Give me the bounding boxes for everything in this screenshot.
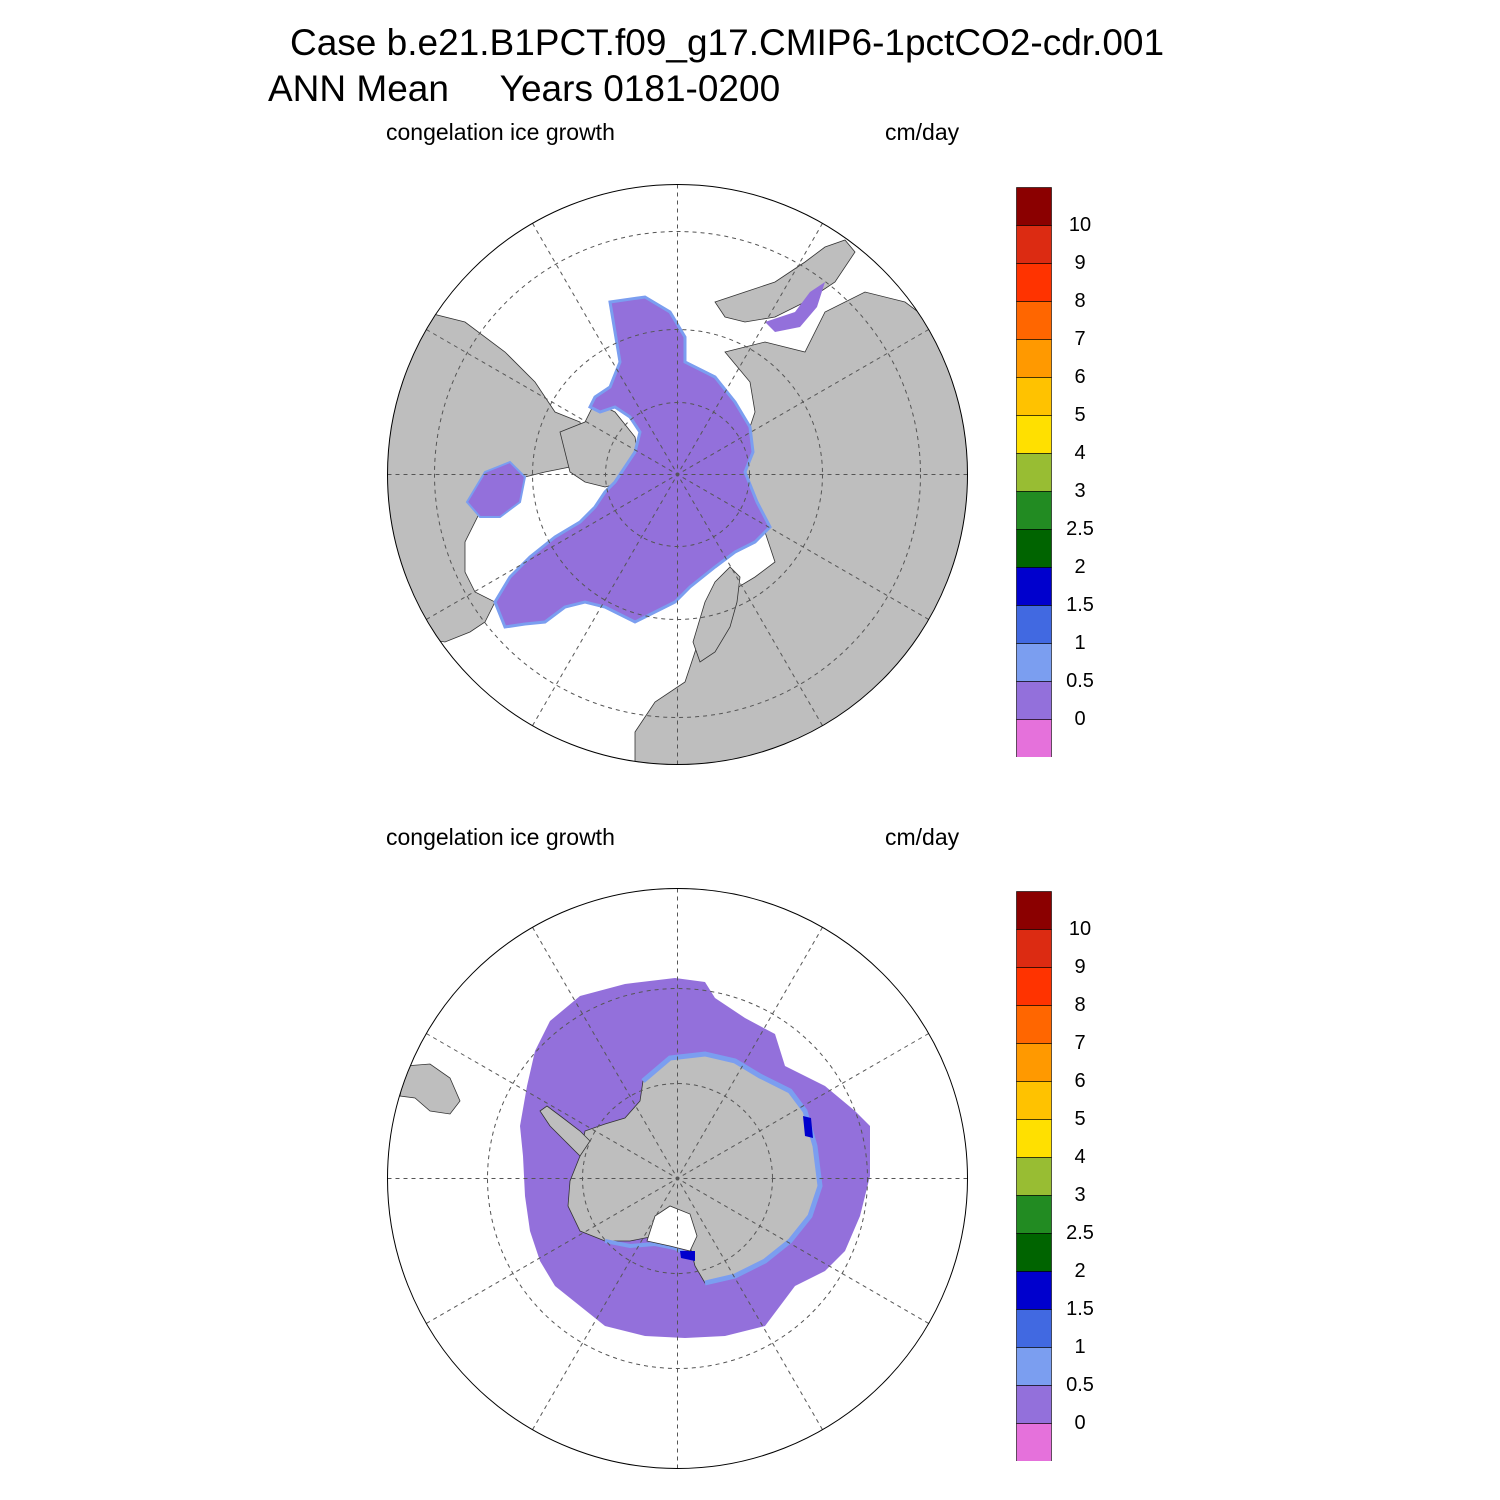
south-colorbar-box bbox=[1016, 929, 1052, 968]
north-colorbar-box bbox=[1016, 491, 1052, 530]
north-colorbar bbox=[1016, 187, 1052, 757]
north-colorbar-box bbox=[1016, 643, 1052, 682]
north-colorbar-box bbox=[1016, 681, 1052, 720]
north-map-border bbox=[387, 184, 968, 765]
north-colorbar-box bbox=[1016, 415, 1052, 454]
south-colorbar-box bbox=[1016, 1385, 1052, 1424]
scandinavia-land bbox=[692, 566, 741, 663]
north-colorbar-label: 1.5 bbox=[1066, 594, 1094, 616]
panel-north-units-label: cm/day bbox=[885, 119, 960, 145]
north-colorbar-box bbox=[1016, 263, 1052, 302]
north-colorbar-label: 4 bbox=[1074, 442, 1086, 464]
plot-title-line2: ANN Mean Years 0181-0200 bbox=[268, 68, 781, 109]
north-colorbar-label: 2.5 bbox=[1066, 518, 1094, 540]
alaska-siberia-land bbox=[714, 239, 856, 323]
north-colorbar-label: 1 bbox=[1074, 632, 1086, 654]
south-colorbar-box bbox=[1016, 1043, 1052, 1082]
south-colorbar-label: 6 bbox=[1074, 1070, 1086, 1092]
south-colorbar-box bbox=[1016, 891, 1052, 930]
south-colorbar bbox=[1016, 891, 1052, 1461]
south-colorbar-label: 2 bbox=[1074, 1260, 1086, 1282]
north-colorbar-box bbox=[1016, 339, 1052, 378]
north-colorbar-box bbox=[1016, 567, 1052, 606]
south-map-border bbox=[387, 888, 968, 1469]
north-colorbar-box bbox=[1016, 529, 1052, 568]
south-colorbar-label: 1 bbox=[1074, 1336, 1086, 1358]
south-graticule bbox=[387, 888, 968, 1469]
north-colorbar-box bbox=[1016, 187, 1052, 226]
north-colorbar-label: 10 bbox=[1068, 214, 1092, 236]
north-colorbar-box bbox=[1016, 453, 1052, 492]
south-colorbar-label: 0 bbox=[1074, 1412, 1086, 1434]
south-colorbar-box bbox=[1016, 1233, 1052, 1272]
south-america-land bbox=[399, 1063, 461, 1115]
south-colorbar-box bbox=[1016, 1271, 1052, 1310]
south-colorbar-label: 8 bbox=[1074, 994, 1086, 1016]
north-colorbar-label: 0.5 bbox=[1066, 670, 1094, 692]
south-colorbar-box bbox=[1016, 1081, 1052, 1120]
south-colorbar-label: 10 bbox=[1068, 918, 1092, 940]
north-colorbar-label: 6 bbox=[1074, 366, 1086, 388]
north-colorbar-label: 8 bbox=[1074, 290, 1086, 312]
north-colorbar-label: 7 bbox=[1074, 328, 1086, 350]
south-colorbar-label: 0.5 bbox=[1066, 1374, 1094, 1396]
north-colorbar-label: 3 bbox=[1074, 480, 1086, 502]
south-colorbar-label: 3 bbox=[1074, 1184, 1086, 1206]
south-colorbar-label: 4 bbox=[1074, 1146, 1086, 1168]
north-polar-map bbox=[387, 184, 968, 765]
ross-ice-shelf bbox=[646, 1205, 698, 1252]
north-colorbar-label: 2 bbox=[1074, 556, 1086, 578]
north-colorbar-label: 0 bbox=[1074, 708, 1086, 730]
south-colorbar-box bbox=[1016, 1423, 1052, 1461]
south-colorbar-box bbox=[1016, 967, 1052, 1006]
south-colorbar-box bbox=[1016, 1119, 1052, 1158]
panel-south-variable-label: congelation ice growth bbox=[386, 824, 615, 850]
north-colorbar-label: 9 bbox=[1074, 252, 1086, 274]
south-colorbar-label: 5 bbox=[1074, 1108, 1086, 1130]
ross-sea-high-growth bbox=[680, 1251, 695, 1261]
antarctic-peninsula-land bbox=[539, 1105, 591, 1157]
plot-title-line1: Case b.e21.B1PCT.f09_g17.CMIP6-1pctCO2-c… bbox=[290, 22, 1165, 63]
north-colorbar-box bbox=[1016, 225, 1052, 264]
south-colorbar-box bbox=[1016, 1195, 1052, 1234]
north-colorbar-box bbox=[1016, 605, 1052, 644]
south-colorbar-label: 9 bbox=[1074, 956, 1086, 978]
north-colorbar-label: 5 bbox=[1074, 404, 1086, 426]
bering-ice-growth bbox=[765, 282, 825, 332]
south-colorbar-box bbox=[1016, 1347, 1052, 1386]
south-colorbar-label: 7 bbox=[1074, 1032, 1086, 1054]
south-colorbar-box bbox=[1016, 1005, 1052, 1044]
north-colorbar-box bbox=[1016, 301, 1052, 340]
north-colorbar-box bbox=[1016, 719, 1052, 757]
arctic-ice-growth-region bbox=[493, 295, 772, 629]
hudson-bay-ice-growth bbox=[465, 460, 527, 518]
south-colorbar-box bbox=[1016, 1309, 1052, 1348]
north-graticule bbox=[387, 184, 968, 765]
north-colorbar-box bbox=[1016, 377, 1052, 416]
south-colorbar-box bbox=[1016, 1157, 1052, 1196]
panel-south-units-label: cm/day bbox=[885, 824, 960, 850]
ross-sea-coastal-growth bbox=[604, 1239, 691, 1258]
south-colorbar-label: 1.5 bbox=[1066, 1298, 1094, 1320]
south-colorbar-label: 2.5 bbox=[1066, 1222, 1094, 1244]
south-polar-map bbox=[387, 888, 968, 1469]
amery-high-growth bbox=[803, 1116, 813, 1138]
panel-north-variable-label: congelation ice growth bbox=[386, 119, 615, 145]
